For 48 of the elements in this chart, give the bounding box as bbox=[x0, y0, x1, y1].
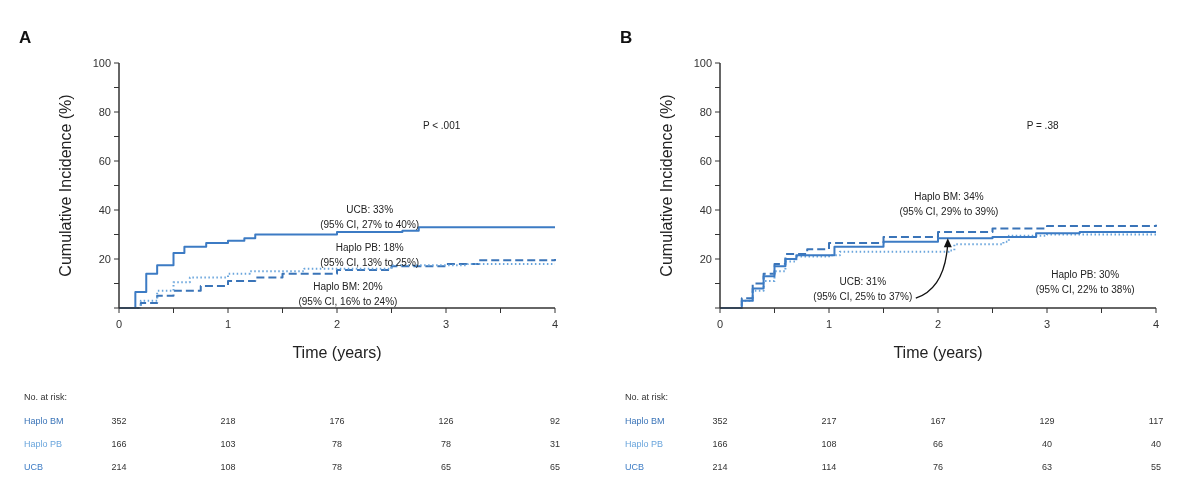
x-tick-label: 0 bbox=[115, 318, 123, 330]
x-tick-label: 4 bbox=[1152, 318, 1160, 330]
text: Haplo BM bbox=[625, 416, 665, 426]
y-tick-label: 80 bbox=[98, 105, 111, 118]
text: 214 114 76 63 55 bbox=[712, 462, 1162, 472]
annotation: UCB: 31% (95% CI, 25% to 37%) bbox=[813, 275, 913, 302]
y-tick-label: 20 bbox=[98, 252, 111, 265]
x-tick-label: 4 bbox=[551, 318, 559, 330]
annotation: P = .38 bbox=[1026, 120, 1059, 132]
x-tick-label: 1 bbox=[224, 318, 232, 330]
text: Haplo PB bbox=[625, 439, 664, 449]
annotation: UCB: 33% (95% CI, 27% to 40%) bbox=[320, 203, 420, 230]
y-axis-title: Cumulative Incidence (%) bbox=[57, 94, 74, 277]
chart-title: B bbox=[620, 28, 633, 47]
text: No. at risk: bbox=[625, 392, 669, 402]
x-tick-label: 2 bbox=[934, 318, 942, 330]
y-tick-label: 80 bbox=[699, 105, 712, 118]
y-tick-label: 100 bbox=[693, 56, 712, 69]
y-tick-label: 40 bbox=[699, 203, 712, 216]
text: 214 108 78 65 65 bbox=[111, 462, 561, 472]
y-tick-label: 40 bbox=[98, 203, 111, 216]
text: 352 218 176 126 92 bbox=[111, 416, 561, 426]
annotation: P < .001 bbox=[422, 120, 461, 132]
y-tick-label: 60 bbox=[98, 154, 111, 167]
text: 352 217 167 129 117 bbox=[712, 416, 1164, 426]
text: UCB bbox=[625, 462, 645, 472]
annotation: Haplo BM: 20% (95% CI, 16% to 24%) bbox=[298, 280, 398, 307]
text: 166 108 66 40 40 bbox=[712, 439, 1162, 449]
x-tick-label: 3 bbox=[442, 318, 450, 330]
text: Haplo PB bbox=[24, 439, 63, 449]
x-axis-title: Time (years) bbox=[292, 344, 382, 361]
y-tick-label: 20 bbox=[699, 252, 712, 265]
annotation: Haplo BM: 34% (95% CI, 29% to 39%) bbox=[899, 191, 999, 218]
text: No. at risk: bbox=[24, 392, 68, 402]
x-tick-label: 2 bbox=[333, 318, 341, 330]
text: 166 103 78 78 31 bbox=[111, 439, 561, 449]
chart-title: A bbox=[19, 28, 32, 47]
annotation: Haplo PB: 30% (95% CI, 22% to 38%) bbox=[1035, 268, 1135, 295]
text: UCB bbox=[24, 462, 44, 472]
x-tick-label: 3 bbox=[1043, 318, 1051, 330]
x-axis-title: Time (years) bbox=[893, 344, 983, 361]
x-tick-label: 0 bbox=[716, 318, 724, 330]
text: Haplo BM bbox=[24, 416, 64, 426]
annotation: Haplo PB: 18% (95% CI, 13% to 25%) bbox=[320, 241, 420, 268]
x-tick-label: 1 bbox=[825, 318, 833, 330]
y-tick-label: 60 bbox=[699, 154, 712, 167]
y-tick-label: 100 bbox=[92, 56, 111, 69]
y-axis-title: Cumulative Incidence (%) bbox=[658, 94, 675, 277]
